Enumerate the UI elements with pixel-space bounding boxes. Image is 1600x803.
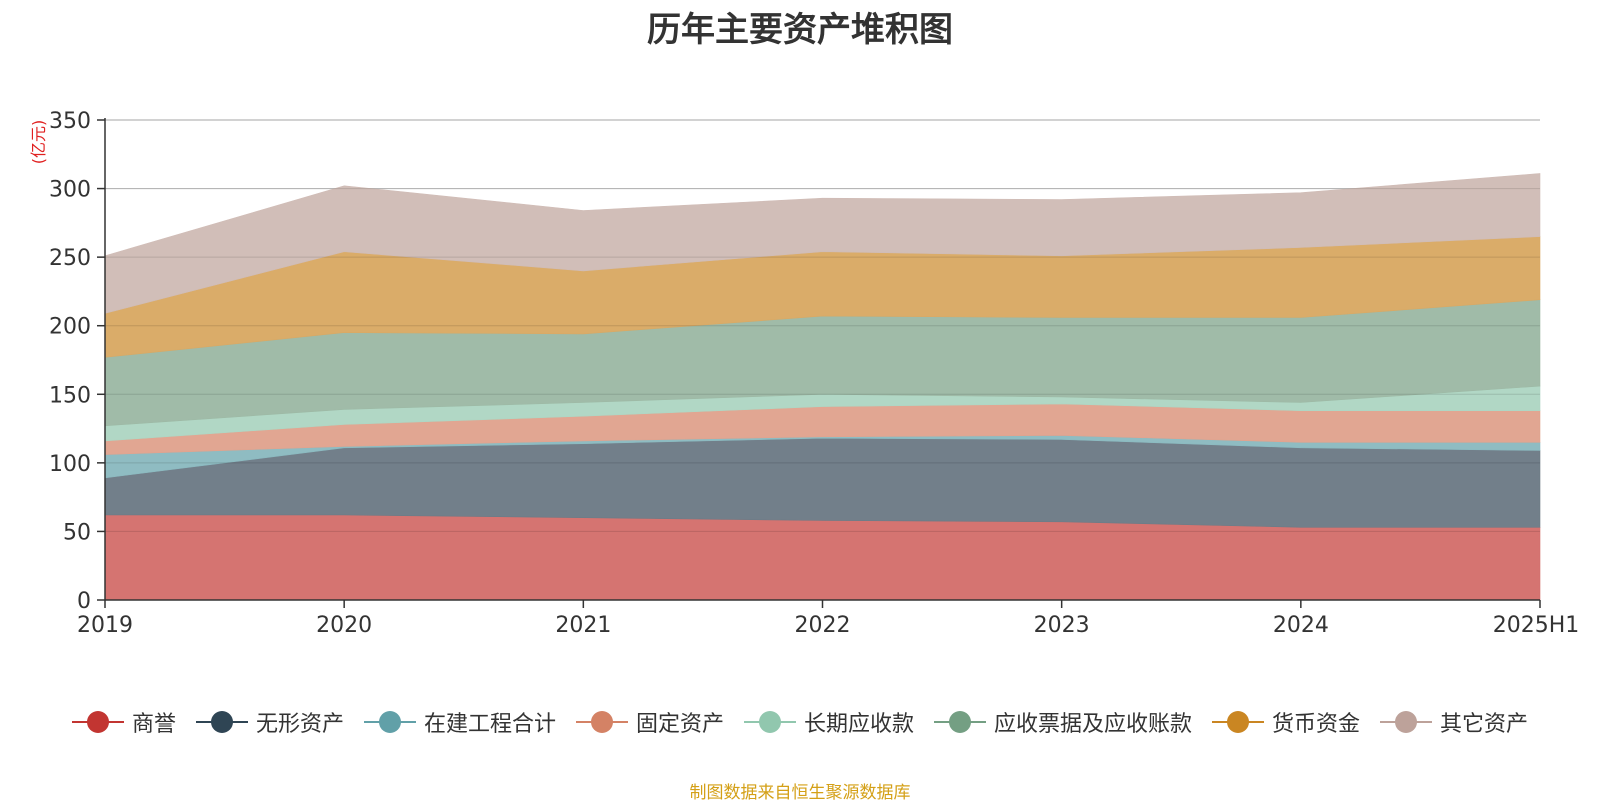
legend-item[interactable]: 其它资产: [1380, 706, 1528, 738]
legend-item[interactable]: 在建工程合计: [363, 706, 556, 738]
x-tick-label: 2021: [555, 613, 611, 638]
axes: 0 50 100 150 200 250 300 350 2019 2020 2021 2022 202…: [49, 109, 1579, 638]
area-series-1: [104, 437, 1541, 528]
legend-marker-icon: [195, 710, 248, 734]
y-tick-label: 200: [49, 315, 91, 340]
x-tick-label: 2020: [316, 613, 372, 638]
y-tick-label: 0: [77, 589, 91, 614]
legend-label: 长期应收款: [804, 712, 915, 737]
y-tick-label: 300: [49, 178, 91, 203]
y-tick-label: 50: [63, 520, 91, 545]
legend-marker-icon: [575, 710, 628, 734]
chart-title: 历年主要资产堆积图: [647, 10, 953, 50]
source-note: 制图数据来自恒生聚源数据库: [689, 783, 911, 803]
y-axis-unit-label: (亿元): [29, 120, 48, 165]
legend-marker-icon: [744, 710, 796, 734]
y-tick-label: 150: [49, 383, 91, 408]
x-tick-label: 2025H1: [1493, 613, 1580, 638]
x-tick-label: 2023: [1034, 613, 1090, 638]
legend-label: 无形资产: [255, 712, 344, 737]
legend-item[interactable]: 长期应收款: [744, 706, 914, 738]
area-series-7: [104, 173, 1541, 314]
x-tick-label: 2022: [795, 613, 851, 638]
y-tick-label: 250: [49, 246, 91, 271]
area-series-0: [104, 514, 1541, 601]
chart-legend: 商誉 无形资产 在建工程合计 固定资产 长期应收款 应收票据及应收账款 货币资金 其它资产: [0, 704, 1600, 740]
legend-label: 在建工程合计: [423, 712, 556, 737]
x-tick-label: 2024: [1273, 613, 1329, 638]
legend-label: 应收票据及应收账款: [994, 712, 1193, 737]
legend-item[interactable]: 固定资产: [575, 706, 724, 738]
legend-label: 商誉: [131, 712, 176, 737]
legend-item[interactable]: 应收票据及应收账款: [934, 706, 1192, 738]
legend-label: 货币资金: [1272, 712, 1361, 737]
legend-label: 固定资产: [635, 712, 724, 737]
legend-marker-icon: [71, 710, 124, 734]
legend-marker-icon: [1212, 710, 1265, 734]
legend-label: 其它资产: [1440, 712, 1529, 737]
legend-marker-icon: [1380, 710, 1433, 734]
legend-item[interactable]: 无形资产: [195, 706, 344, 738]
area-series: [104, 119, 1541, 601]
legend-item[interactable]: 商誉: [71, 706, 176, 738]
legend-item[interactable]: 货币资金: [1212, 706, 1360, 738]
x-tick-label: 2019: [77, 613, 133, 638]
legend-marker-icon: [934, 710, 987, 734]
y-tick-label: 100: [49, 452, 91, 477]
legend-marker-icon: [363, 710, 416, 734]
y-tick-label: 350: [49, 109, 91, 134]
